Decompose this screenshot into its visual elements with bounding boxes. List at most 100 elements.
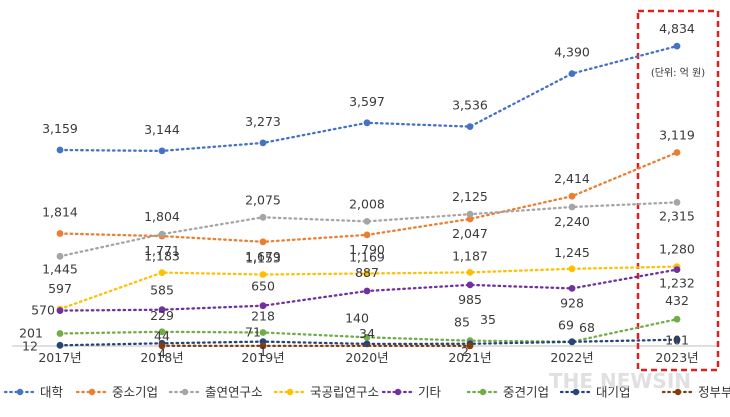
data-label: 1,679 <box>245 249 281 264</box>
data-label: 101 <box>665 333 689 348</box>
data-label: 1,445 <box>42 261 78 276</box>
legend-label: 중견기업 <box>503 385 549 400</box>
x-tick-label: 2021년 <box>448 350 491 365</box>
legend-swatch-dot <box>16 388 24 396</box>
data-label: 44 <box>154 328 170 343</box>
data-label: 1,183 <box>144 249 180 264</box>
legend-label: 중소기업 <box>112 385 158 400</box>
legend-swatch-dot <box>286 388 294 396</box>
data-label: 1,280 <box>659 242 695 257</box>
data-label: 1 <box>259 344 267 359</box>
x-tick-label: 2022년 <box>550 350 593 365</box>
series-layer: 3,159 3,144 3,273 3,597 3,536 4,390 4,834 1,814… <box>19 21 695 361</box>
series-출연연구소: 1,445 1,804 2,075 2,008 2,125 2,240 2,315 <box>42 189 695 276</box>
data-label: 597 <box>48 281 72 296</box>
data-point <box>568 70 576 77</box>
data-label: 201 <box>19 326 43 341</box>
data-label: 1,771 <box>144 243 180 258</box>
data-label: 2,075 <box>245 192 281 207</box>
data-point <box>56 307 64 314</box>
data-point <box>568 338 576 346</box>
legend-item: 대학 <box>3 385 64 400</box>
data-label: 2,240 <box>554 214 590 229</box>
data-label: 12 <box>22 338 38 353</box>
data-point <box>363 218 371 225</box>
data-label: 585 <box>150 283 174 298</box>
data-label: 2,008 <box>349 196 385 211</box>
data-label: 1,245 <box>554 245 590 260</box>
data-label: 2,414 <box>554 171 590 186</box>
data-point <box>466 123 474 130</box>
legend-label: 대학 <box>40 385 64 400</box>
legend-item: 중소기업 <box>75 385 158 400</box>
data-label: 4,390 <box>554 45 590 60</box>
legend-swatch-dot <box>674 388 682 396</box>
data-label: 3,536 <box>452 98 488 113</box>
data-label: 432 <box>665 293 689 308</box>
data-point <box>466 210 474 218</box>
data-point <box>259 213 267 221</box>
data-label: 887 <box>355 265 379 280</box>
data-point <box>158 230 166 238</box>
legend: 대학 중소기업 출연연구소 국공립연구소 기타 중견기업 대기업 정부부처 <box>3 385 730 400</box>
data-point <box>158 306 166 314</box>
data-label: 1,804 <box>144 209 180 224</box>
data-label: 218 <box>251 309 275 324</box>
legend-label: 국공립연구소 <box>310 385 379 400</box>
data-point <box>363 333 371 341</box>
data-point <box>158 342 166 350</box>
data-point <box>568 285 576 292</box>
data-point <box>568 203 576 211</box>
legend-item: 정부부처 <box>661 385 730 400</box>
series-기타: 570 585 650 887 985 928 1,232 <box>31 265 695 318</box>
data-label: 35 <box>480 312 496 327</box>
data-point <box>56 252 64 260</box>
legend-item: 대기업 <box>559 385 631 400</box>
data-point <box>673 315 681 323</box>
data-point <box>259 302 267 310</box>
legend-label: 대기업 <box>596 385 631 400</box>
data-label: 1,169 <box>349 250 385 265</box>
watermark: THE NEWSIN <box>549 369 691 393</box>
data-label: 229 <box>150 308 174 323</box>
legend-item: 기타 <box>381 385 442 400</box>
x-tick-label: 2023년 <box>655 350 698 365</box>
data-point <box>466 215 474 223</box>
legend-label: 기타 <box>418 385 442 400</box>
legend-label: 출연연구소 <box>205 385 263 400</box>
legend-swatch-dot <box>394 388 402 396</box>
data-point <box>363 270 371 277</box>
data-label: 3,273 <box>245 114 281 129</box>
legend-swatch-dot <box>572 388 580 396</box>
data-label: 2,125 <box>452 189 488 204</box>
data-point <box>673 149 681 156</box>
data-point <box>259 342 267 350</box>
legend-item: 중견기업 <box>466 385 549 400</box>
highlight-box-2023 <box>636 9 720 372</box>
data-label: 2,315 <box>659 208 695 223</box>
data-point <box>363 287 371 295</box>
data-label: 985 <box>458 292 482 307</box>
series-국공립연구소: 597 1,183 1,153 1,169 1,187 1,245 1,280 <box>48 242 695 313</box>
legend-swatch-dot <box>88 388 96 396</box>
x-tick-label: 2019년 <box>241 350 284 365</box>
data-point <box>568 265 576 273</box>
data-point <box>158 269 166 276</box>
data-point <box>466 269 474 276</box>
data-label: 2,047 <box>452 226 488 241</box>
data-point <box>673 42 681 50</box>
data-label: 34 <box>359 326 375 341</box>
data-label: 650 <box>251 279 275 294</box>
x-tick-label: 2018년 <box>140 350 183 365</box>
data-label: 3,119 <box>659 128 695 143</box>
data-label: 3,144 <box>144 122 180 137</box>
data-point <box>158 328 166 336</box>
data-point <box>56 330 64 337</box>
x-axis-ticks: 2017년 2018년 2019년 2020년 2021년 2022년 2023년 <box>38 350 698 365</box>
data-point <box>363 231 371 239</box>
data-point <box>56 341 64 349</box>
x-tick-label: 2020년 <box>345 350 388 365</box>
x-tick-label: 2017년 <box>38 350 81 365</box>
legend-item: 출연연구소 <box>168 385 263 400</box>
